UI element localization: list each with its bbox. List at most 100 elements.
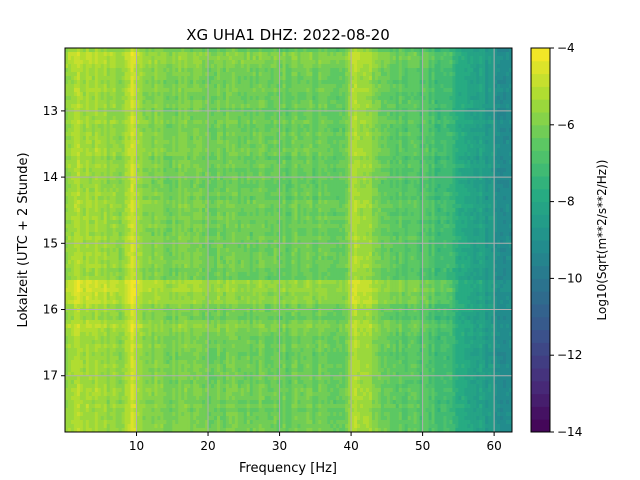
heatmap-cell [309, 72, 313, 77]
heatmap-cell [401, 100, 406, 105]
heatmap-cell [297, 160, 302, 165]
heatmap-cell [330, 80, 334, 85]
heatmap-cell [112, 96, 117, 101]
heatmap-cell [371, 108, 376, 113]
heatmap-cell [395, 136, 400, 141]
heatmap-cell [363, 84, 367, 89]
heatmap-cell [476, 124, 480, 129]
heatmap-cell [383, 68, 388, 73]
heatmap-cell [252, 56, 257, 61]
heatmap-cell [479, 140, 483, 145]
heatmap-cell [482, 68, 486, 73]
heatmap-cell [118, 128, 123, 133]
heatmap-cell [73, 72, 78, 77]
heatmap-cell [425, 164, 430, 169]
heatmap-cell [234, 168, 239, 173]
heatmap-cell [467, 112, 471, 117]
heatmap-cell [166, 140, 170, 145]
heatmap-cell [136, 148, 141, 153]
heatmap-cell [276, 88, 281, 93]
heatmap-cell [127, 48, 132, 53]
heatmap-cell [88, 152, 93, 157]
heatmap-cell [419, 72, 424, 77]
heatmap-cell [386, 64, 391, 69]
heatmap-cell [252, 148, 257, 153]
heatmap-cell [428, 144, 433, 149]
heatmap-cell [142, 92, 147, 97]
heatmap-cell [211, 148, 215, 153]
heatmap-cell [479, 48, 483, 53]
heatmap-cell [497, 136, 501, 141]
heatmap-cell [178, 64, 182, 69]
heatmap-cell [354, 84, 358, 89]
heatmap-cell [163, 56, 167, 61]
heatmap-cell [121, 64, 126, 69]
heatmap-cell [321, 96, 325, 101]
heatmap-cell [160, 76, 164, 81]
heatmap-cell [330, 68, 334, 73]
heatmap-cell [371, 96, 376, 101]
heatmap-cell [273, 144, 278, 149]
heatmap-cell [190, 112, 194, 117]
heatmap-cell [503, 140, 507, 145]
heatmap-cell [88, 180, 93, 185]
heatmap-cell [357, 136, 361, 141]
heatmap-cell [258, 76, 263, 81]
heatmap-cell [407, 176, 412, 181]
heatmap-cell [318, 120, 322, 125]
heatmap-cell [258, 172, 263, 177]
heatmap-cell [449, 160, 453, 165]
heatmap-cell [94, 56, 99, 61]
heatmap-cell [309, 92, 313, 97]
heatmap-cell [410, 96, 415, 101]
heatmap-cell [237, 112, 242, 117]
heatmap-cell [294, 64, 299, 69]
heatmap-cell [401, 148, 406, 153]
heatmap-cell [166, 100, 170, 105]
heatmap-cell [264, 128, 269, 133]
heatmap-cell [187, 68, 191, 73]
heatmap-cell [97, 180, 102, 185]
heatmap-cell [336, 136, 340, 141]
heatmap-cell [273, 164, 278, 169]
heatmap-cell [240, 112, 245, 117]
heatmap-cell [503, 132, 507, 137]
heatmap-cell [211, 120, 215, 125]
heatmap-cell [94, 76, 99, 81]
heatmap-cell [76, 48, 81, 53]
heatmap-cell [67, 72, 72, 77]
heatmap-cell [431, 140, 436, 145]
heatmap-cell [76, 132, 81, 137]
heatmap-cell [449, 72, 453, 77]
heatmap-cell [264, 124, 269, 129]
heatmap-cell [255, 104, 260, 109]
heatmap-cell [157, 108, 161, 113]
heatmap-cell [169, 176, 173, 181]
heatmap-cell [178, 72, 182, 77]
heatmap-cell [181, 92, 185, 97]
heatmap-cell [76, 84, 81, 89]
heatmap-cell [467, 172, 471, 177]
heatmap-cell [196, 96, 200, 101]
heatmap-cell [395, 76, 400, 81]
heatmap-cell [127, 64, 132, 69]
heatmap-cell [154, 156, 158, 161]
heatmap-cell [509, 84, 512, 89]
heatmap-cell [425, 80, 430, 85]
heatmap-cell [79, 112, 84, 117]
heatmap-cell [413, 100, 418, 105]
heatmap-cell [368, 172, 373, 177]
heatmap-cell [139, 124, 144, 129]
heatmap-cell [449, 56, 453, 61]
heatmap-cell [416, 144, 421, 149]
heatmap-cell [455, 56, 459, 61]
heatmap-cell [371, 120, 376, 125]
heatmap-cell [327, 164, 331, 169]
heatmap-cell [136, 96, 141, 101]
heatmap-cell [190, 108, 194, 113]
heatmap-cell [455, 88, 459, 93]
heatmap-cell [333, 144, 337, 149]
heatmap-cell [467, 100, 471, 105]
heatmap-cell [479, 100, 483, 105]
heatmap-cell [187, 56, 191, 61]
